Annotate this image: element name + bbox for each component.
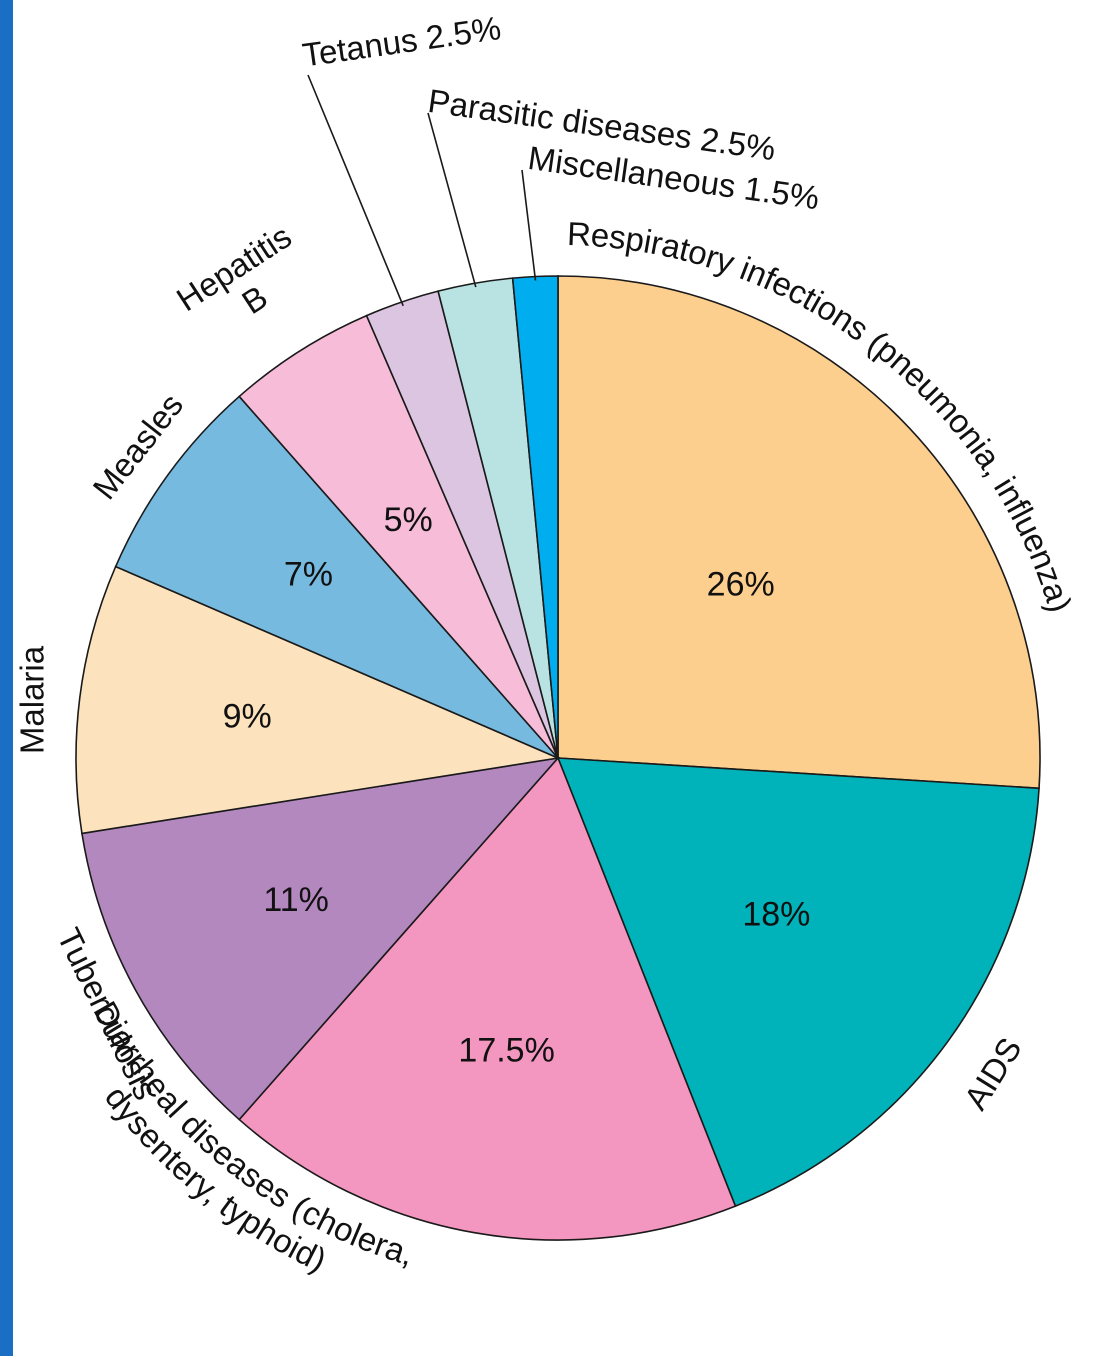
leader-line-miscellaneous <box>521 169 537 281</box>
pie-slice-aids <box>556 757 1040 1208</box>
category-label-malaria: Malaria <box>14 645 51 754</box>
category-label-tetanus: Tetanus 2.5% <box>300 9 503 73</box>
pie-slice-diarrheal-diseases <box>238 756 737 1241</box>
slide-left-bar <box>0 0 13 1356</box>
pie-slice-hepatitis-b <box>238 314 559 759</box>
category-label-aids: AIDS <box>957 1031 1029 1116</box>
percent-label-hepatitis-b: 5% <box>384 501 433 539</box>
percent-label-aids: 18% <box>742 896 810 934</box>
percent-label-malaria: 9% <box>223 698 272 736</box>
percent-label-tuberculosis: 11% <box>263 881 329 919</box>
pie-slices <box>75 275 1041 1241</box>
pie-slice-malaria <box>75 565 561 835</box>
percent-label-measles: 7% <box>284 556 333 594</box>
percent-label-respiratory-infections: 26% <box>707 565 775 603</box>
percent-label-diarrheal-diseases: 17.5% <box>458 1031 554 1069</box>
leader-lines <box>307 74 537 307</box>
leader-line-parasitic-diseases <box>427 112 477 288</box>
percent-labels: 26% 18% 17.5% 11% 9% 7% 5% <box>223 501 811 1069</box>
leader-line-tetanus <box>307 74 404 307</box>
pie-slice-tuberculosis <box>81 756 561 1121</box>
category-label-hepatitis-b: HepatitisB <box>170 217 319 350</box>
pie-slice-respiratory-infections <box>557 275 1041 790</box>
pie-slice-measles <box>114 395 559 759</box>
